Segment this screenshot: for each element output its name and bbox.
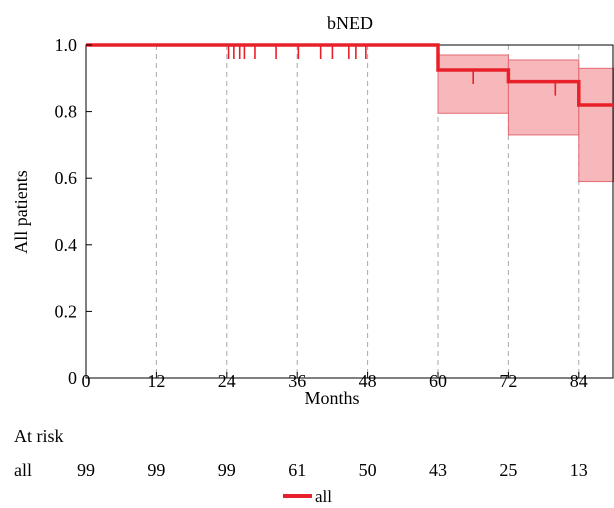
y-axis-label: All patients [11, 170, 31, 254]
x-tick-label-12: 12 [147, 371, 165, 391]
at-risk-value-48: 50 [359, 460, 377, 480]
at-risk-row-label-0: all [14, 460, 32, 480]
at-risk-value-36: 61 [288, 460, 306, 480]
x-axis-label: Months [304, 388, 359, 408]
confidence-band-2 [578, 67, 614, 183]
chart-title: bNED [327, 13, 373, 33]
legend: all [283, 487, 332, 506]
at-risk-table: all 99 99 99 61 50 43 25 13 [14, 460, 588, 480]
y-tick-label-0.6: 0.6 [55, 168, 78, 188]
x-tick-label-60: 60 [429, 371, 447, 391]
x-tick-label-24: 24 [218, 371, 236, 391]
at-risk-value-0: 99 [77, 460, 95, 480]
y-tick-label-0.4: 0.4 [55, 235, 78, 255]
y-tick-label-0.8: 0.8 [55, 102, 78, 122]
at-risk-value-60: 43 [429, 460, 447, 480]
x-tick-label-72: 72 [499, 371, 517, 391]
confidence-band-layer [437, 54, 614, 183]
x-tick-label-36: 36 [288, 371, 306, 391]
x-tick-label-84: 84 [570, 371, 588, 391]
x-tick-label-0: 0 [82, 371, 91, 391]
x-tick-label-48: 48 [359, 371, 377, 391]
legend-label-all: all [315, 487, 332, 506]
axis-tick-layer: 0 12 24 36 48 60 72 84 0 0.2 0.4 0.6 0.8 1.0 [55, 35, 588, 391]
y-tick-label-0.2: 0.2 [55, 301, 78, 321]
at-risk-value-12: 99 [147, 460, 165, 480]
confidence-band-1 [507, 59, 580, 136]
y-tick-label-0: 0 [68, 368, 77, 388]
confidence-band-0 [437, 54, 509, 114]
at-risk-value-72: 25 [499, 460, 517, 480]
at-risk-value-84: 13 [570, 460, 588, 480]
at-risk-value-24: 99 [218, 460, 236, 480]
at-risk-heading: At risk [14, 426, 64, 446]
survival-curve-layer [86, 43, 614, 107]
y-tick-label-1: 1.0 [55, 35, 78, 55]
survival-curve-all [86, 43, 614, 107]
